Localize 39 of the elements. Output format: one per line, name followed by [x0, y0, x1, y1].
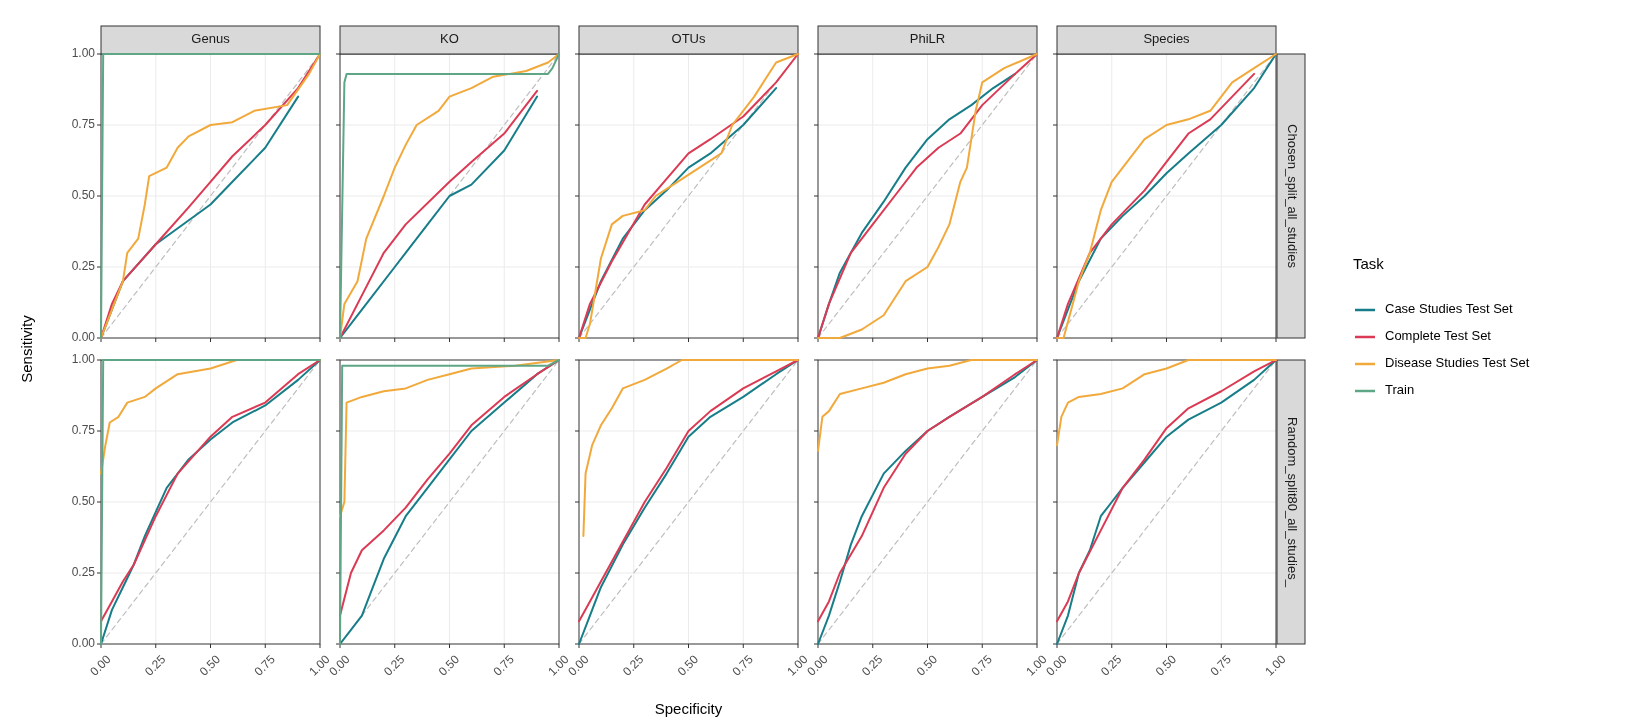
y-tick-label: 0.50	[71, 188, 96, 203]
x-axis-title: Specificity	[654, 700, 723, 717]
y-tick-label: 0.75	[71, 117, 96, 132]
y-tick-label: 1.00	[71, 352, 96, 367]
x-tick-label: 0.75	[729, 651, 757, 679]
y-tick-label: 0.25	[71, 565, 96, 580]
y2-axis-title: Chosen_split_all_studies	[1284, 124, 1300, 269]
chart-title: Genus	[191, 31, 231, 47]
x-tick-label: 0.50	[435, 651, 463, 679]
x-tick-label: 0.25	[141, 651, 169, 679]
x-tick-label: 0.25	[1097, 651, 1125, 679]
x-tick-label: 0.50	[196, 651, 224, 679]
x-tick-label: 0.75	[251, 651, 279, 679]
y-tick-label: 0.25	[71, 259, 96, 274]
chart-title: OTUs	[671, 31, 706, 47]
x-tick-label: 0.50	[1152, 651, 1180, 679]
x-tick-label: 0.75	[490, 651, 518, 679]
x-tick-label: 0.75	[1207, 651, 1235, 679]
y-tick-label: 0.75	[71, 423, 96, 438]
y-tick-label: 1.00	[71, 46, 96, 61]
chart-title: Species	[1143, 31, 1191, 47]
legend-title: Task	[1353, 254, 1385, 272]
x-tick-label: 0.25	[619, 651, 647, 679]
legend-label: Disease Studies Test Set	[1385, 355, 1530, 371]
y-tick-label: 0.00	[71, 636, 96, 651]
x-tick-label: 0.50	[674, 651, 702, 679]
x-tick-label: 0.50	[913, 651, 941, 679]
legend-label: Complete Test Set	[1385, 328, 1492, 344]
y-tick-label: 0.50	[71, 494, 96, 509]
legend-label: Case Studies Test Set	[1385, 301, 1514, 317]
y-axis-title: Sensitivity	[18, 314, 35, 383]
x-tick-label: 0.25	[380, 651, 408, 679]
legend-label: Train	[1385, 382, 1415, 398]
chart-title: PhiLR	[909, 31, 946, 47]
y2-axis-title: Random_split80_all_studies_	[1284, 417, 1300, 588]
x-tick-label: 0.25	[858, 651, 886, 679]
chart-title: KO	[440, 31, 459, 47]
y-tick-label: 0.00	[71, 330, 96, 345]
x-tick-label: 0.75	[968, 651, 996, 679]
